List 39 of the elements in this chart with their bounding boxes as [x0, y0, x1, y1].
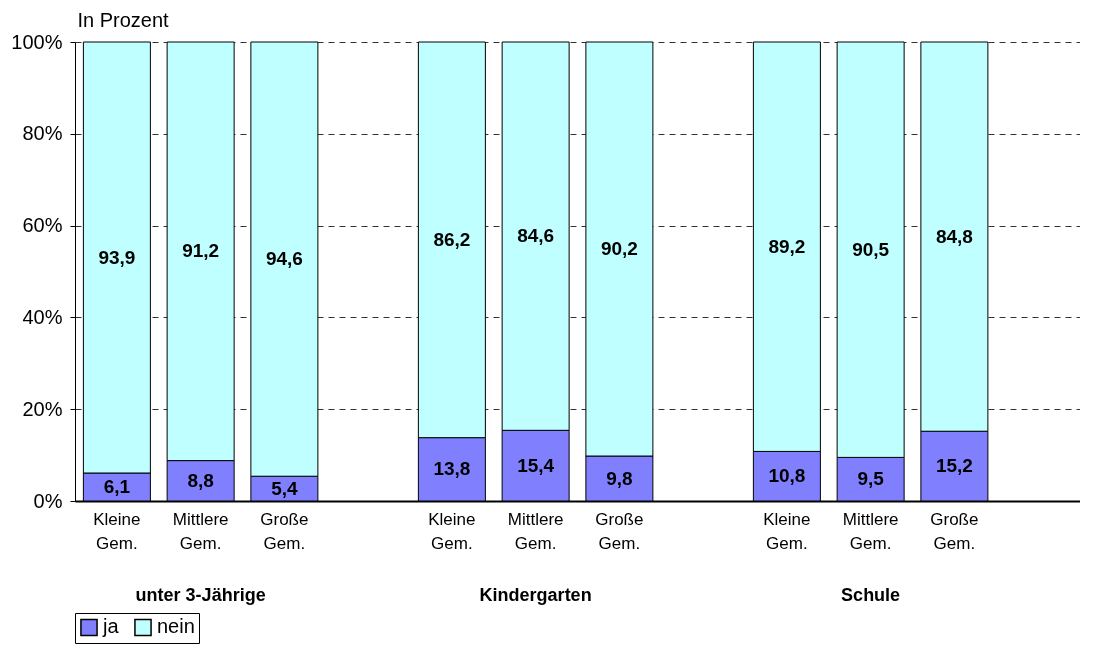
y-tick-label: 60%	[22, 214, 63, 237]
y-tick-label: 100%	[11, 30, 63, 53]
data-label: 6,1	[103, 476, 131, 497]
text: unter 3-Jährige	[135, 585, 266, 605]
data-label: 5,4	[271, 477, 299, 499]
x-tick-label: Mittlere Gem.	[172, 509, 229, 553]
data-label: 10,8	[768, 465, 806, 487]
data-label: 84,8	[935, 225, 973, 247]
data-label: 86,2	[433, 228, 471, 250]
data-label: 90,2	[600, 238, 638, 260]
data-label: 91,2	[182, 240, 220, 262]
data-label: 15,4	[517, 454, 555, 476]
x-tick-label: Große Gem.	[260, 509, 309, 553]
legend-label: ja	[102, 615, 120, 638]
x-tick-label: Mittlere Gem.	[842, 509, 899, 553]
data-label: 9,5	[857, 468, 885, 490]
data-label: 93,9	[98, 246, 136, 268]
y-axis-title: In Prozent	[77, 8, 170, 31]
y-tick-label: 0%	[33, 489, 63, 512]
x-tick-label: Kleine Gem.	[428, 509, 476, 553]
y-tick-label: 40%	[22, 305, 63, 328]
data-label: 89,2	[768, 235, 806, 257]
text: Kindergarten	[479, 585, 592, 605]
x-tick-label: Kleine Gem.	[763, 509, 811, 553]
data-label: 94,6	[265, 248, 303, 270]
y-tick-label: 20%	[22, 397, 63, 420]
x-tick-label: Große Gem.	[930, 509, 979, 553]
x-tick-label: Kleine Gem.	[93, 509, 141, 553]
text: Schule	[841, 585, 901, 605]
data-label: 8,8	[187, 469, 214, 491]
x-tick-label: Mittlere Gem.	[507, 509, 564, 553]
legend-label: nein	[157, 615, 195, 638]
data-label: 90,5	[852, 238, 890, 260]
x-tick-label: Große Gem.	[595, 509, 644, 553]
data-label: 84,6	[517, 225, 555, 247]
data-label: 9,8	[606, 467, 633, 489]
data-label: 15,2	[935, 455, 973, 477]
data-label: 13,8	[433, 458, 471, 480]
y-tick-label: 80%	[22, 122, 63, 145]
